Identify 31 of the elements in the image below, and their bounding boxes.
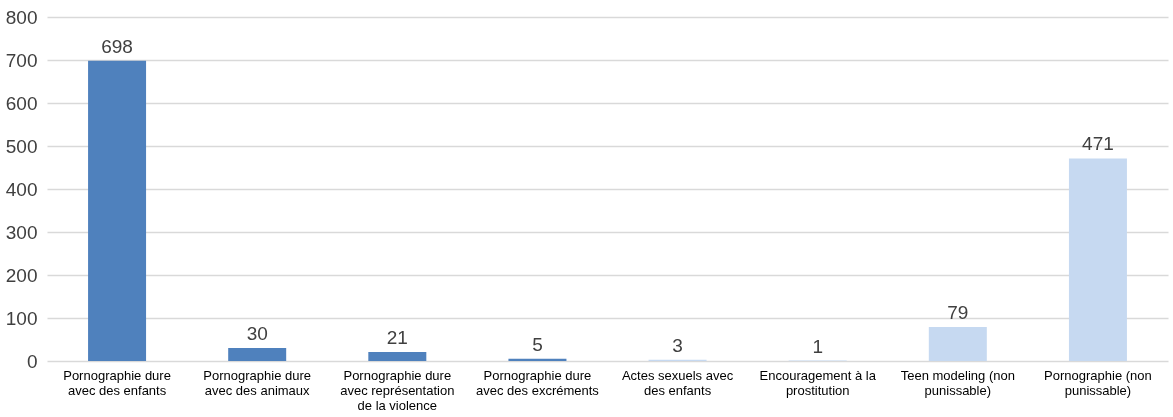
data-label: 1 — [812, 335, 823, 357]
data-label: 5 — [532, 333, 543, 355]
bar — [368, 351, 427, 361]
y-tick-label: 700 — [5, 49, 38, 71]
bar — [88, 60, 147, 361]
y-tick-label: 600 — [5, 92, 38, 114]
y-tick-label: 800 — [5, 6, 38, 28]
x-tick-label: Teen modeling (non punissable) — [900, 367, 1015, 398]
bar — [508, 358, 567, 361]
y-tick-label: 500 — [5, 135, 38, 157]
x-tick-label: Pornographie dure avec des enfants — [63, 367, 171, 398]
x-tick-label: Pornographie dure avec représentation de la violence — [340, 367, 455, 413]
bar — [1068, 158, 1127, 361]
x-tick-label: Pornographie (non punissable) — [1044, 367, 1152, 398]
data-label: 471 — [1082, 133, 1114, 155]
x-tick-label: Pornographie dure avec des excréments — [476, 367, 600, 398]
bar — [928, 327, 987, 361]
data-label: 79 — [947, 302, 969, 324]
y-tick-label: 300 — [5, 221, 38, 243]
y-tick-label: 0 — [26, 350, 38, 372]
data-label: 21 — [386, 326, 408, 348]
bar — [228, 348, 287, 361]
y-tick-label: 200 — [5, 264, 38, 286]
data-label: 698 — [101, 35, 133, 57]
x-tick-label: Actes sexuels avec des enfants — [621, 367, 734, 398]
data-label: 3 — [672, 334, 683, 356]
x-tick-label: Encouragement à la prostitution — [759, 367, 877, 398]
data-label: 30 — [246, 323, 268, 345]
x-tick-label: Pornographie dure avec des animaux — [203, 367, 312, 398]
y-tick-label: 100 — [5, 307, 38, 329]
y-tick-label: 400 — [5, 178, 38, 200]
